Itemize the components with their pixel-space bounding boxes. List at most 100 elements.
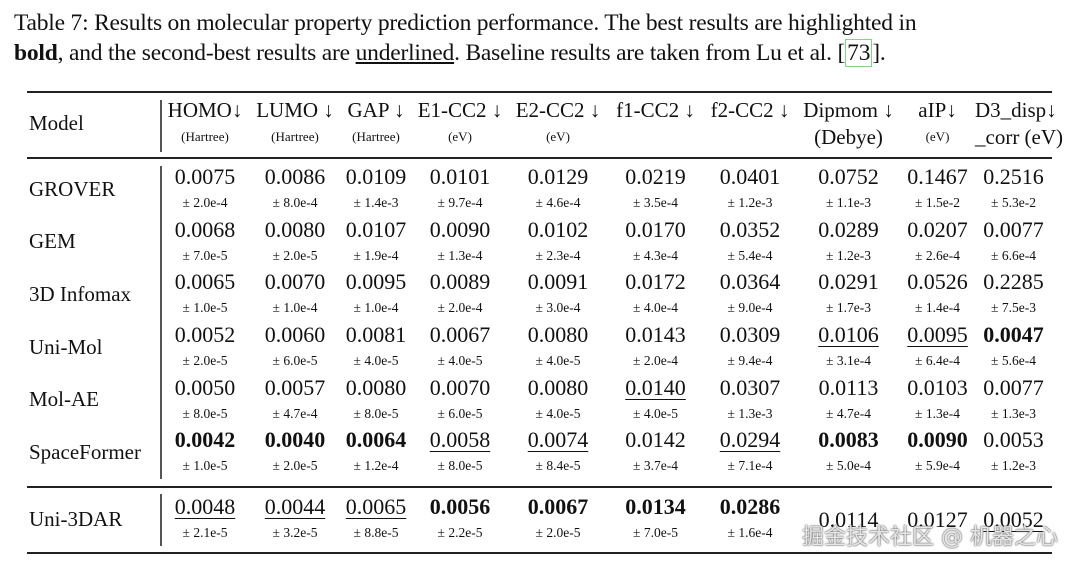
table-row: GEM 0.0068 ± 7.0e-5 0.0080 ± 2.0e-5 0.0107 ± 1… xyxy=(27,216,1052,269)
table-caption: Table 7: Results on molecular property p… xyxy=(14,8,1074,68)
model-header: Model xyxy=(29,110,84,135)
result-cell: 0.0090 ± 5.9e-4 xyxy=(900,426,975,479)
uni3dar-results: Uni-3DAR 0.0048 ± 2.1e-5 0.0044 ± 3.2e-5 0.00… xyxy=(27,492,1052,546)
watermark: 掘金技术社区 @ 机器之心 xyxy=(802,525,1058,550)
std-value: ± 6.0e-5 xyxy=(272,353,318,369)
result-cell: 0.0309 ± 9.4e-4 xyxy=(703,321,797,374)
std-value: ± 2.0e-4 xyxy=(437,300,483,316)
column-header: f2-CC2 ↓ xyxy=(710,98,790,122)
column-unit: (Hartree) xyxy=(352,129,400,144)
metric-value: 0.0095 xyxy=(345,269,407,295)
metric-value: 0.0207 xyxy=(907,216,968,242)
std-value: ± 6.6e-4 xyxy=(991,247,1036,263)
column-unit: (eV) xyxy=(546,129,570,144)
std-value: ± 9.0e-4 xyxy=(727,300,773,316)
result-cell: 0.0052 xyxy=(975,492,1052,546)
metric-value: 0.0077 xyxy=(983,374,1044,400)
column-header: f1-CC2 ↓ xyxy=(616,98,695,122)
result-cell: 0.0127 xyxy=(900,492,975,546)
caption-text-mid: , and the second-best results are xyxy=(57,40,350,66)
result-cell: 0.2516 ± 5.3e-2 xyxy=(975,163,1052,216)
result-cell: 0.0040 ± 2.0e-5 xyxy=(250,426,340,479)
result-cell: 0.0140 ± 4.0e-5 xyxy=(608,373,703,426)
result-cell: 0.0101 ± 9.7e-4 xyxy=(412,163,508,216)
std-value: ± 7.5e-3 xyxy=(991,300,1036,316)
metric-value: 0.0047 xyxy=(983,322,1044,348)
std-value: ± 4.0e-4 xyxy=(633,300,678,316)
result-cell: 0.0352 ± 5.4e-4 xyxy=(703,216,797,269)
result-cell: 0.2285 ± 7.5e-3 xyxy=(975,268,1052,321)
metric-value: 0.0172 xyxy=(625,269,686,295)
column-header: E1-CC2 ↓ xyxy=(417,98,503,122)
column-divider xyxy=(160,166,162,479)
result-cell: 0.0109 ± 1.4e-3 xyxy=(340,163,412,216)
metric-value: 0.0080 xyxy=(345,374,407,400)
result-cell: 0.0075 ± 2.0e-4 xyxy=(160,163,250,216)
std-value: ± 2.0e-5 xyxy=(535,525,581,540)
std-value: ± 1.3e-3 xyxy=(991,405,1036,421)
std-value: ± 1.0e-4 xyxy=(353,300,399,316)
result-cell: 0.0091 ± 3.0e-4 xyxy=(508,268,608,321)
std-value: ± 2.2e-5 xyxy=(437,525,483,540)
metric-value: 0.0752 xyxy=(818,164,879,190)
caption-text-suffix: . Baseline results are taken from Lu et … xyxy=(454,40,832,66)
std-value: ± 7.1e-4 xyxy=(727,458,773,474)
metric-value: 0.0044 xyxy=(264,494,326,519)
metric-value: 0.0042 xyxy=(174,427,236,453)
metric-value: 0.0307 xyxy=(719,374,781,400)
column-unit: (Debye) xyxy=(814,125,883,149)
column-header: LUMO ↓ xyxy=(256,98,334,122)
result-cell: 0.0172 ± 4.0e-4 xyxy=(608,268,703,321)
std-value: ± 3.0e-4 xyxy=(535,300,581,316)
column-header: HOMO↓ xyxy=(167,98,243,122)
column-unit xyxy=(608,124,703,150)
result-cell: 0.0080 ± 4.0e-5 xyxy=(508,321,608,374)
std-value: ± 9.7e-4 xyxy=(437,195,483,211)
model-name: SpaceFormer xyxy=(29,439,141,464)
result-cell: 0.0107 ± 1.9e-4 xyxy=(340,216,412,269)
result-cell: 0.0077 ± 6.6e-4 xyxy=(975,216,1052,269)
table-row: SpaceFormer 0.0042 ± 1.0e-5 0.0040 ± 2.0e-5 0… xyxy=(27,426,1052,479)
metric-value: 0.0052 xyxy=(174,322,236,348)
metric-value: 0.0048 xyxy=(174,494,236,519)
column-header: Dipmom ↓ xyxy=(803,98,894,122)
std-value: ± 1.3e-4 xyxy=(437,247,483,263)
std-value: ± 2.0e-5 xyxy=(272,458,318,474)
result-cell: 0.0401 ± 1.2e-3 xyxy=(703,163,797,216)
result-cell: 0.0064 ± 1.2e-4 xyxy=(340,426,412,479)
std-value: ± 5.0e-4 xyxy=(826,458,871,474)
std-value: ± 6.4e-4 xyxy=(915,353,960,369)
citation-link[interactable]: 73 xyxy=(845,39,873,67)
metric-value: 0.0053 xyxy=(983,427,1044,453)
table-row: Mol-AE 0.0050 ± 8.0e-5 0.0057 ± 4.7e-4 0.0080… xyxy=(27,373,1052,426)
std-value: ± 2.1e-5 xyxy=(182,525,228,540)
std-value: ± 3.2e-5 xyxy=(272,525,318,540)
metric-value: 0.2285 xyxy=(983,269,1044,295)
std-value: ± 2.6e-4 xyxy=(915,247,960,263)
model-name: GROVER xyxy=(29,176,116,201)
column-header: GAP ↓ xyxy=(347,98,405,122)
metric-value: 0.0526 xyxy=(907,269,968,295)
result-cell: 0.0286 ± 1.6e-4 xyxy=(703,492,797,546)
std-value: ± 4.0e-5 xyxy=(535,405,581,421)
table-row: Uni-Mol 0.0052 ± 2.0e-5 0.0060 ± 6.0e-5 0.008… xyxy=(27,321,1052,374)
result-cell: 0.0048 ± 2.1e-5 xyxy=(160,492,250,546)
column-unit xyxy=(703,124,797,150)
metric-value: 0.0060 xyxy=(264,322,326,348)
metric-value: 0.0101 xyxy=(429,164,491,190)
column-unit: (Hartree) xyxy=(181,129,229,144)
metric-value: 0.0086 xyxy=(264,164,326,190)
std-value: ± 5.4e-4 xyxy=(727,247,773,263)
model-name: 3D Infomax xyxy=(29,281,132,306)
column-header: D3_disp↓ xyxy=(975,98,1057,122)
metric-value: 0.0083 xyxy=(818,427,879,453)
std-value: ± 5.3e-2 xyxy=(991,195,1036,211)
result-cell: 0.0080 ± 4.0e-5 xyxy=(508,373,608,426)
std-value: ± 1.2e-4 xyxy=(353,458,399,474)
metric-value: 0.0081 xyxy=(345,322,407,348)
metric-value: 0.0114 xyxy=(818,506,879,532)
metric-value: 0.0091 xyxy=(527,269,589,295)
result-cell: 0.0113 ± 4.7e-4 xyxy=(797,373,900,426)
result-cell: 0.0134 ± 7.0e-5 xyxy=(608,492,703,546)
std-value: ± 2.0e-4 xyxy=(182,195,228,211)
